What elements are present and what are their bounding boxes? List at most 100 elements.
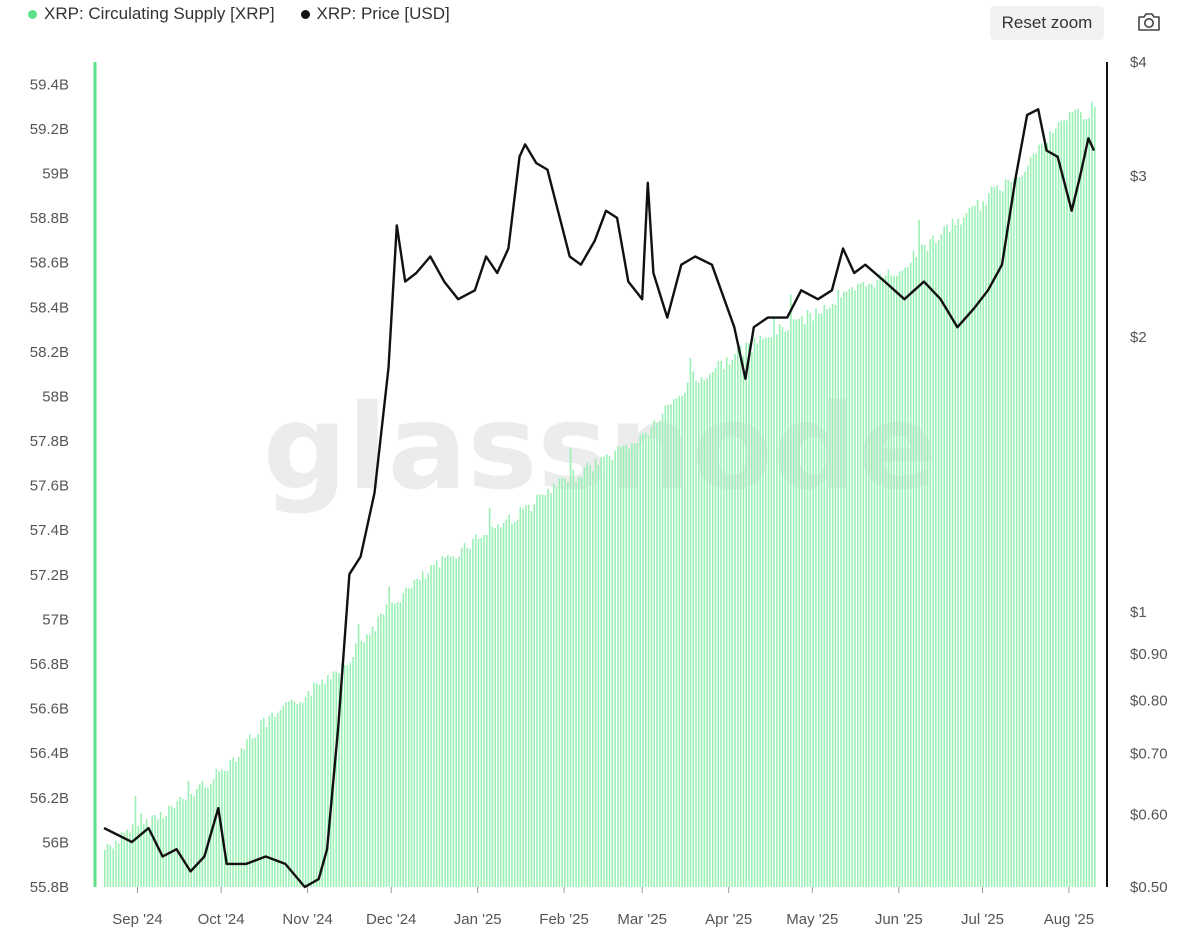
supply-bar bbox=[1080, 112, 1082, 887]
supply-bar bbox=[410, 588, 413, 887]
supply-bar bbox=[402, 592, 404, 887]
supply-bar bbox=[1004, 179, 1007, 887]
x-tick-label: Apr '25 bbox=[705, 911, 752, 928]
supply-bar bbox=[603, 456, 605, 887]
supply-bar bbox=[335, 671, 338, 887]
supply-bar bbox=[605, 454, 608, 887]
supply-bar bbox=[784, 331, 787, 888]
supply-bar bbox=[123, 832, 126, 887]
supply-bar bbox=[131, 824, 134, 887]
left-tick-label: 55.8B bbox=[30, 879, 69, 896]
supply-bar bbox=[349, 662, 351, 887]
supply-bar bbox=[472, 538, 474, 887]
supply-bar bbox=[882, 277, 884, 887]
supply-bar bbox=[815, 308, 817, 888]
camera-icon[interactable] bbox=[1136, 10, 1162, 34]
supply-bar bbox=[246, 739, 248, 887]
supply-bar bbox=[773, 318, 775, 887]
supply-bar bbox=[879, 273, 881, 887]
supply-bar bbox=[990, 186, 993, 887]
left-tick-label: 57.6B bbox=[30, 478, 69, 495]
left-tick-label: 56.8B bbox=[30, 656, 69, 673]
supply-bar bbox=[750, 352, 753, 888]
left-tick-label: 58.4B bbox=[30, 299, 69, 316]
supply-bar bbox=[455, 558, 457, 887]
supply-bar bbox=[692, 371, 695, 887]
supply-bar bbox=[1071, 112, 1074, 888]
supply-bar bbox=[354, 643, 357, 887]
legend-item-price[interactable]: XRP: Price [USD] bbox=[300, 4, 450, 24]
supply-bar bbox=[145, 819, 148, 887]
supply-bar bbox=[954, 224, 957, 888]
supply-bar bbox=[182, 799, 184, 887]
supply-bar bbox=[522, 508, 524, 887]
supply-bar bbox=[360, 640, 363, 887]
legend-price-label: XRP: Price [USD] bbox=[316, 4, 450, 23]
supply-bar bbox=[611, 460, 614, 887]
supply-bar bbox=[1043, 145, 1046, 888]
supply-bar bbox=[948, 231, 951, 888]
supply-bar bbox=[388, 586, 391, 887]
supply-bar bbox=[296, 704, 299, 887]
supply-bar bbox=[918, 219, 920, 887]
supply-bar bbox=[734, 353, 736, 888]
supply-bar bbox=[723, 368, 725, 887]
supply-bar bbox=[792, 319, 795, 887]
x-tick-label: Nov '24 bbox=[282, 911, 332, 928]
supply-bar bbox=[106, 843, 109, 887]
supply-bar bbox=[346, 665, 349, 887]
supply-bar bbox=[870, 283, 873, 887]
supply-bar bbox=[737, 348, 739, 888]
supply-bar bbox=[907, 267, 909, 888]
supply-bar bbox=[190, 793, 193, 887]
supply-bar bbox=[452, 556, 455, 887]
supply-bar bbox=[368, 634, 371, 887]
supply-bar bbox=[569, 447, 572, 887]
supply-bar bbox=[539, 494, 541, 887]
supply-bar bbox=[979, 210, 982, 887]
supply-bar bbox=[530, 511, 533, 887]
supply-bar bbox=[566, 481, 569, 887]
supply-bar bbox=[447, 554, 449, 887]
supply-bar bbox=[951, 218, 954, 887]
right-tick-label: $0.70 bbox=[1130, 746, 1168, 763]
supply-bar bbox=[865, 286, 867, 887]
left-tick-label: 57.4B bbox=[30, 522, 69, 539]
supply-bar bbox=[1032, 153, 1035, 887]
reset-zoom-button[interactable]: Reset zoom bbox=[990, 6, 1104, 40]
supply-bar bbox=[474, 534, 477, 887]
x-tick-label: Sep '24 bbox=[112, 911, 162, 928]
supply-bar bbox=[809, 312, 812, 887]
supply-bar bbox=[396, 602, 399, 887]
legend-item-supply[interactable]: XRP: Circulating Supply [XRP] bbox=[28, 4, 275, 24]
supply-bar bbox=[120, 832, 123, 887]
supply-bar bbox=[1049, 131, 1051, 888]
supply-bar bbox=[212, 779, 215, 887]
supply-bar bbox=[929, 239, 932, 888]
right-tick-label: $0.50 bbox=[1130, 879, 1168, 896]
supply-bar bbox=[187, 780, 190, 887]
supply-bar bbox=[170, 806, 173, 887]
supply-bar bbox=[650, 426, 653, 887]
supply-bar bbox=[329, 679, 332, 887]
supply-bar bbox=[433, 564, 435, 887]
supply-bar bbox=[837, 289, 840, 887]
supply-bar bbox=[578, 476, 580, 887]
supply-bar bbox=[438, 567, 441, 887]
supply-bar bbox=[168, 805, 170, 887]
supply-bar bbox=[896, 275, 898, 887]
supply-bar bbox=[960, 224, 962, 887]
supply-bar bbox=[550, 493, 552, 887]
supply-bar bbox=[179, 796, 181, 887]
supply-bar bbox=[564, 478, 566, 887]
supply-bar bbox=[427, 573, 430, 887]
supply-bar bbox=[937, 239, 940, 887]
supply-bar bbox=[770, 337, 773, 887]
supply-bar bbox=[196, 789, 198, 887]
supply-bar bbox=[843, 291, 845, 887]
supply-bar bbox=[904, 267, 906, 887]
supply-bar bbox=[513, 521, 516, 887]
supply-bar bbox=[996, 185, 998, 887]
supply-bar bbox=[1013, 178, 1015, 887]
